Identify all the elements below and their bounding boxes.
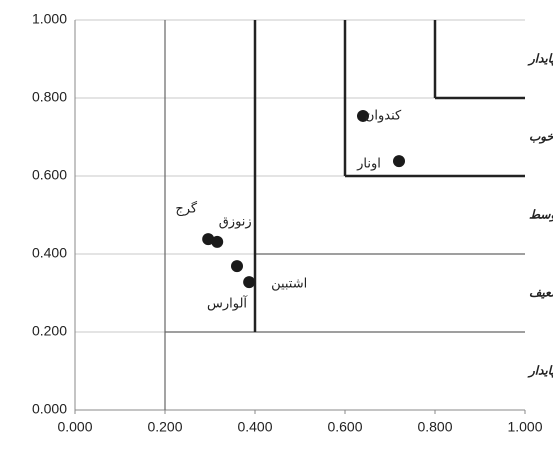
point-label: کندوان xyxy=(365,108,402,123)
x-tick-label: 1.000 xyxy=(507,419,542,435)
point-label: آلوارس xyxy=(207,295,248,312)
point-label: زنوزق xyxy=(219,214,252,229)
x-tick-label: 0.400 xyxy=(237,419,272,435)
x-tick-label: 0.200 xyxy=(147,419,182,435)
point xyxy=(211,236,223,248)
x-tick-label: 0.000 xyxy=(57,419,92,435)
point xyxy=(393,155,405,167)
y-tick-label: 0.000 xyxy=(32,401,67,417)
point xyxy=(243,276,255,288)
y-tick-label: 0.600 xyxy=(32,167,67,183)
chart: 0.000 0.200 0.400 0.600 0.800 1.000 0.000 0.200… xyxy=(0,0,553,449)
zone-label: پایدار xyxy=(527,52,553,67)
point-label: اشتبین xyxy=(271,277,307,292)
point xyxy=(231,260,243,272)
x-tick-label: 0.600 xyxy=(327,419,362,435)
y-tick-label: 0.400 xyxy=(32,245,67,261)
zone-label: پایداری خوب xyxy=(529,130,553,145)
y-tick-label: 0.800 xyxy=(32,89,67,105)
y-tick-label: 1.000 xyxy=(32,11,67,27)
zone-label: ناپایدار xyxy=(527,364,553,379)
x-tick-label: 0.800 xyxy=(417,419,452,435)
zone-label: پایداری متوسط xyxy=(529,208,553,223)
point-label: گرج xyxy=(175,201,198,217)
zone-label: پایداری ضعیف xyxy=(529,286,553,301)
y-tick-label: 0.200 xyxy=(32,323,67,339)
point-label: اونار xyxy=(356,157,381,172)
